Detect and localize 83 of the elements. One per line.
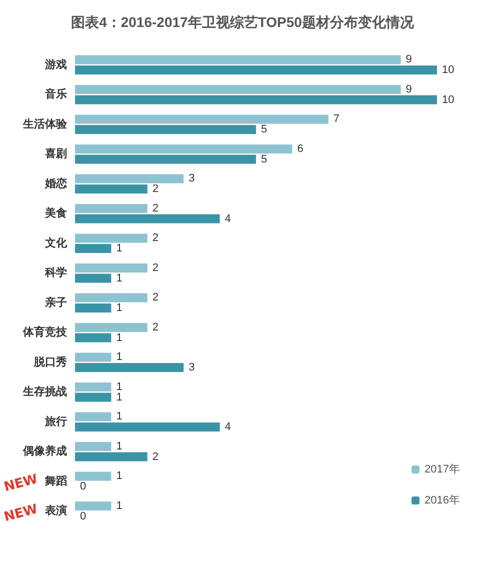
bar (75, 234, 148, 243)
bar (75, 244, 112, 254)
y-tick-label: 喜剧 (44, 147, 67, 160)
y-tick-label: 舞蹈 (44, 474, 67, 488)
y-tick-label: 婚恋 (44, 176, 67, 190)
bar (75, 154, 256, 164)
y-tick-label: 游戏 (44, 58, 67, 71)
data-label: 1 (116, 470, 122, 482)
y-tick-label: 生存挑战 (22, 385, 67, 398)
text: NEW (2, 502, 40, 526)
data-label: 0 (80, 480, 86, 493)
y-tick-label: 生活体验 (22, 117, 68, 130)
bar (75, 472, 112, 481)
y-tick-label: 偶像养成 (22, 444, 67, 458)
bar (75, 214, 220, 224)
data-label: 5 (261, 124, 268, 136)
y-tick-label: 音乐 (44, 88, 67, 101)
y-tick-label: 美食 (44, 206, 67, 220)
data-label: 6 (297, 142, 304, 155)
bar (75, 442, 112, 451)
data-label: 7 (333, 113, 340, 126)
data-label: 2 (152, 232, 159, 244)
data-label: 1 (116, 242, 122, 255)
bar (75, 501, 112, 510)
bar (75, 263, 148, 272)
bar (75, 382, 112, 392)
bar (75, 452, 148, 462)
bar (75, 184, 148, 194)
data-label: 1 (116, 500, 122, 512)
legend-label: 2017年 (424, 464, 460, 476)
y-tick-label: 体育竞技 (22, 326, 68, 339)
bar (75, 95, 437, 104)
data-label: 1 (116, 351, 122, 364)
data-label: 2 (152, 202, 159, 214)
bar (75, 333, 112, 342)
y-tick-label: 文化 (44, 236, 68, 250)
bar (75, 55, 401, 64)
data-label: 10 (442, 64, 454, 76)
bar (75, 114, 328, 124)
data-label: 1 (116, 272, 122, 284)
data-label: 3 (188, 172, 195, 185)
data-label: 3 (188, 362, 195, 374)
bar (75, 66, 437, 75)
legend-label: 2016年 (424, 494, 460, 506)
bar (75, 322, 148, 332)
bar (75, 352, 112, 362)
y-tick-label: 科学 (44, 266, 67, 280)
y-tick-label: 亲子 (44, 296, 67, 309)
bar (75, 274, 112, 283)
data-label: 0 (80, 510, 86, 522)
data-label: 10 (442, 94, 454, 106)
bar (75, 174, 184, 184)
y-tick-label: 脱口秀 (33, 355, 67, 368)
chart-title: 图表4：2016-2017年卫视综艺TOP50题材分布变化情况 (71, 14, 415, 30)
data-label: 9 (406, 83, 412, 96)
bar (75, 204, 148, 213)
bar (75, 293, 148, 302)
bar (75, 422, 220, 432)
bar (75, 392, 112, 402)
data-label: 4 (224, 212, 231, 225)
y-tick-label: 表演 (44, 504, 67, 518)
data-label: 1 (116, 410, 122, 423)
bar (75, 363, 184, 372)
data-label: 4 (224, 421, 231, 434)
data-label: 1 (116, 391, 122, 404)
bar (75, 84, 401, 94)
data-label: 2 (152, 183, 159, 196)
data-label: 2 (152, 262, 159, 274)
data-label: 1 (116, 332, 122, 344)
data-label: 9 (406, 54, 412, 66)
data-label: 2 (152, 450, 159, 463)
bar (75, 304, 112, 313)
text: NEW (2, 472, 40, 496)
bar (75, 125, 256, 134)
bar (75, 412, 112, 422)
data-label: 2 (152, 292, 159, 304)
data-label: 1 (116, 302, 122, 314)
data-label: 2 (152, 321, 159, 334)
bar (75, 144, 292, 154)
data-label: 1 (116, 380, 122, 393)
y-tick-label: 旅行 (44, 414, 67, 428)
data-label: 5 (261, 153, 268, 166)
data-label: 1 (116, 440, 122, 452)
